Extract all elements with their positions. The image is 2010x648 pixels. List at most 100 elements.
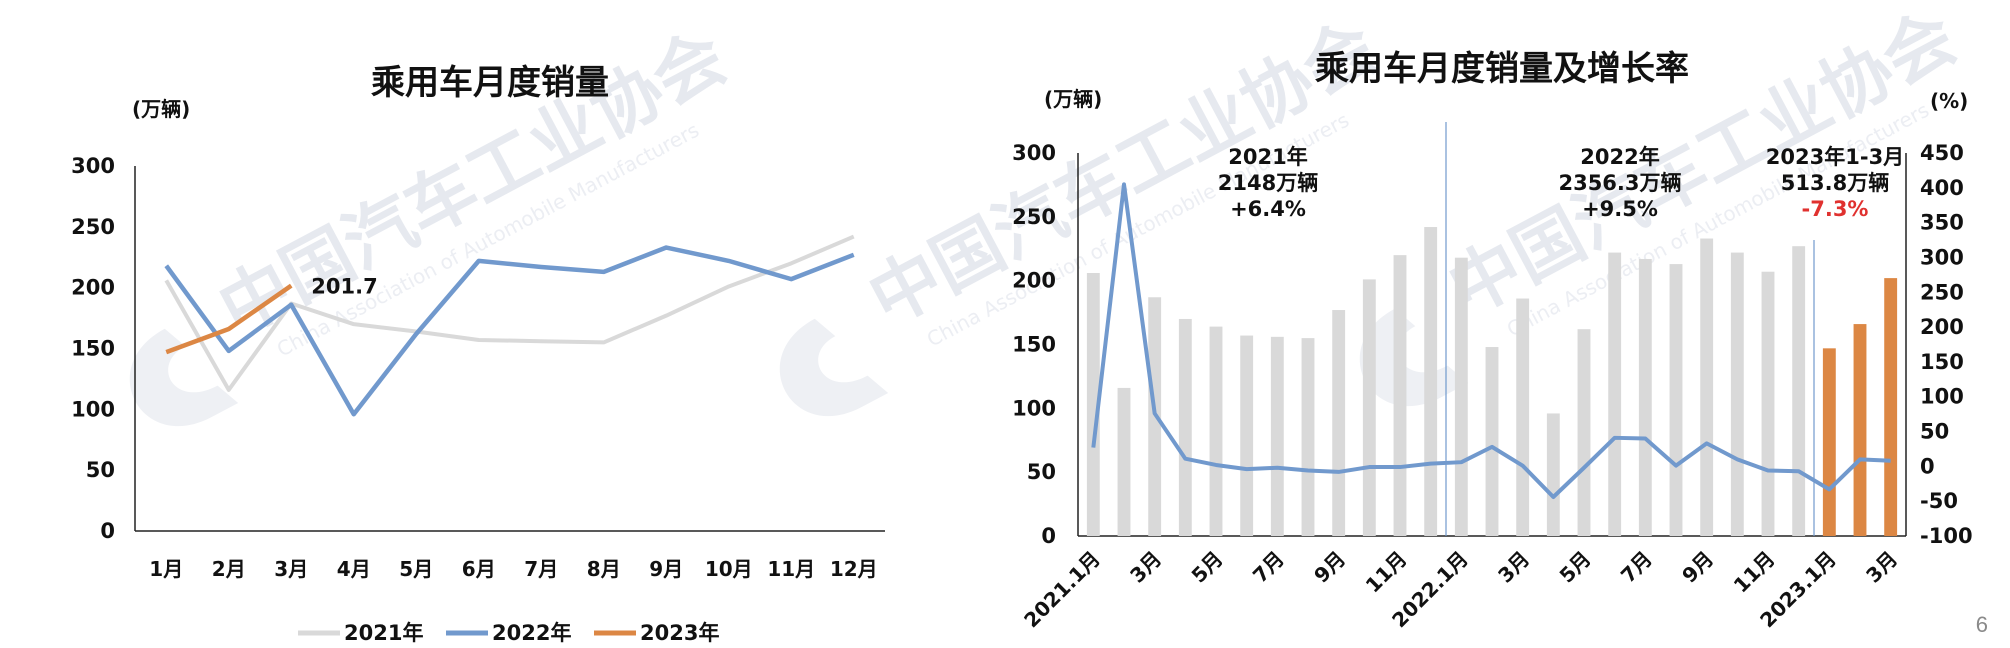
page-number: 6 <box>1975 612 1988 637</box>
segment-growth: +9.5% <box>1582 197 1658 221</box>
left-x-tick-label: 6月 <box>462 557 496 581</box>
cam-logo-icon <box>779 318 889 417</box>
right-x-tick-label: 11月 <box>1361 547 1412 598</box>
cam-logo-icon <box>1359 308 1469 407</box>
right-bar <box>1577 329 1591 536</box>
right-bar <box>1884 278 1898 536</box>
right-bar <box>1209 326 1223 536</box>
right-y2-ticks: -100 -50 0 50 100 150 200 250 300 350 400 450 <box>1920 141 1973 548</box>
left-y-tick-label: 50 <box>86 458 115 482</box>
right-bar <box>1240 335 1254 536</box>
right-y-ticks: 0 50 100 150 200 250 300 <box>1012 141 1056 548</box>
left-line-chart: 乘用车月度销量 (万辆) 0 50 100 150 200 250 300 1月 2月 3月 4月… <box>71 63 885 645</box>
right-y2-tick-label: -100 <box>1920 524 1973 548</box>
left-x-ticks: 1月 2月 3月 4月 5月 6月 7月 8月 9月 10月 11月 12月 <box>149 557 877 581</box>
right-y2-tick-label: 200 <box>1920 315 1964 339</box>
right-y2-tick-label: 350 <box>1920 211 1964 235</box>
segment-total: 2356.3万辆 <box>1558 171 1681 195</box>
segment-total: 2148万辆 <box>1218 171 1318 195</box>
left-chart-title: 乘用车月度销量 <box>371 63 609 103</box>
left-x-tick-label: 3月 <box>274 557 308 581</box>
right-bars <box>1086 227 1898 537</box>
right-bar <box>1117 387 1131 536</box>
right-y2-tick-label: 400 <box>1920 176 1964 200</box>
right-bar <box>1301 338 1315 536</box>
right-y2-tick-label: 50 <box>1920 420 1949 444</box>
left-x-tick-label: 2月 <box>212 557 246 581</box>
right-y2-tick-label: 150 <box>1920 350 1964 374</box>
right-bar <box>1608 252 1622 536</box>
right-y2-tick-label: 300 <box>1920 245 1964 269</box>
right-x-tick-label: 5月 <box>1187 547 1228 588</box>
right-x-tick-label: 9月 <box>1677 547 1718 588</box>
right-x-tick-label: 9月 <box>1309 547 1350 588</box>
left-x-tick-label: 4月 <box>337 557 371 581</box>
right-bar <box>1086 273 1100 536</box>
segment-label: 2023年1-3月 <box>1766 145 1904 169</box>
right-x-tick-label: 7月 <box>1248 547 1289 588</box>
right-bar-line-chart: 乘用车月度销量及增长率 (万辆) (%) 050100150200250300 … <box>1012 49 1972 632</box>
right-x-tick-label: 2021.1月 <box>1019 547 1105 633</box>
segment-label: 2021年 <box>1228 145 1307 169</box>
right-x-tick-label: 3月 <box>1493 547 1534 588</box>
right-bar <box>1669 264 1683 536</box>
cam-logo-icon <box>129 328 239 427</box>
left-legend-label: 2023年 <box>640 621 719 645</box>
right-y-tick-label: 100 <box>1012 396 1056 420</box>
right-x-tick-label: 11月 <box>1729 547 1780 598</box>
left-y-tick-label: 0 <box>100 519 115 543</box>
left-series-line-2021年 <box>164 234 855 392</box>
right-y-tick-label: 200 <box>1012 269 1056 293</box>
segment-total: 513.8万辆 <box>1781 171 1889 195</box>
segment-growth: -7.3% <box>1802 197 1869 221</box>
segment-label: 2022年 <box>1580 145 1659 169</box>
left-x-tick-label: 12月 <box>830 557 878 581</box>
left-series-line-2022年 <box>164 245 855 417</box>
right-y-tick-label: 300 <box>1012 141 1056 165</box>
segment-growth: +6.4% <box>1230 197 1306 221</box>
left-y-tick-label: 300 <box>71 154 115 178</box>
right-bar <box>1761 271 1775 536</box>
right-y2-unit: (%) <box>1930 89 1968 113</box>
right-growth-line <box>1091 182 1891 500</box>
right-y2-tick-label: -50 <box>1920 489 1958 513</box>
right-x-tick-label: 7月 <box>1616 547 1657 588</box>
left-y-tick-label: 250 <box>71 215 115 239</box>
right-y2-tick-label: 100 <box>1920 385 1964 409</box>
right-bar <box>1730 252 1744 536</box>
right-y-tick-label: 50 <box>1027 460 1056 484</box>
right-bar <box>1792 246 1806 537</box>
left-y-unit: (万辆) <box>132 97 190 121</box>
left-x-tick-label: 7月 <box>524 557 558 581</box>
left-2023-mar-label: 201.7 <box>311 275 377 299</box>
right-y-tick-label: 150 <box>1012 333 1056 357</box>
right-bar <box>1178 318 1192 536</box>
left-y-ticks: 0 50 100 150 200 250 300 <box>71 154 115 543</box>
right-x-tick-label: 3月 <box>1861 547 1902 588</box>
right-y-tick-label: 0 <box>1041 524 1056 548</box>
left-x-tick-label: 9月 <box>649 557 683 581</box>
right-bar <box>1700 238 1714 536</box>
right-x-tick-label: 5月 <box>1555 547 1596 588</box>
right-y2-tick-label: 450 <box>1920 141 1964 165</box>
left-y-tick-label: 100 <box>71 397 115 421</box>
right-chart-title: 乘用车月度销量及增长率 <box>1315 49 1689 89</box>
right-y2-tick-label: 250 <box>1920 280 1964 304</box>
left-x-tick-label: 11月 <box>767 557 815 581</box>
right-bar <box>1424 227 1438 536</box>
left-x-tick-label: 1月 <box>149 557 183 581</box>
right-bar <box>1638 258 1652 536</box>
left-x-tick-label: 5月 <box>399 557 433 581</box>
right-y-unit: (万辆) <box>1044 87 1102 111</box>
right-bar <box>1853 324 1867 536</box>
right-bar <box>1822 348 1836 536</box>
right-bar <box>1393 255 1407 536</box>
left-legend-label: 2021年 <box>344 621 423 645</box>
right-bar <box>1270 336 1284 536</box>
left-legend: 2021年 2022年 2023年 <box>298 621 719 645</box>
left-legend-label: 2022年 <box>492 621 571 645</box>
right-bar <box>1332 310 1346 536</box>
